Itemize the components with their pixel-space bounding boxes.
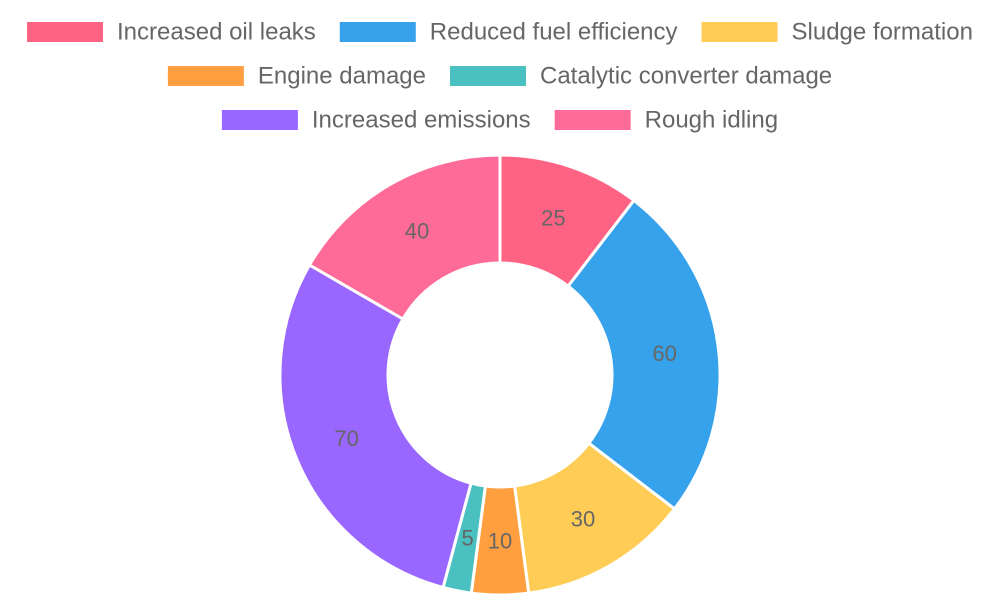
legend-label-reduced-fuel-efficiency: Reduced fuel efficiency (430, 19, 678, 46)
slice-value-label-increased-emissions: 70 (334, 426, 358, 451)
legend-label-sludge-formation: Sludge formation (792, 19, 973, 46)
legend-item-engine-damage[interactable]: Engine damage (167, 63, 426, 90)
legend-label-engine-damage: Engine damage (258, 63, 426, 90)
slice-value-labels: 25 60 30 10 5 70 40 (334, 205, 676, 553)
legend-label-increased-emissions: Increased emissions (312, 107, 531, 134)
legend-swatch-increased-oil-leaks (27, 22, 104, 42)
slice-value-label-sludge-formation: 30 (571, 506, 595, 531)
legend-label-increased-oil-leaks: Increased oil leaks (117, 19, 316, 46)
legend-swatch-rough-idling (554, 110, 631, 130)
slice-value-label-engine-damage: 10 (488, 529, 512, 554)
slice-value-label-rough-idling: 40 (405, 219, 429, 244)
slice-value-label-reduced-fuel-efficiency: 60 (652, 341, 676, 366)
legend-item-sludge-formation[interactable]: Sludge formation (701, 19, 973, 46)
legend-swatch-catalytic-converter-damage (450, 66, 526, 86)
slice-reduced-fuel-efficiency[interactable] (566, 198, 722, 512)
legend-item-catalytic-converter-damage[interactable]: Catalytic converter damage (450, 63, 832, 90)
legend-swatch-engine-damage (167, 66, 244, 86)
slice-rough-idling[interactable] (307, 153, 502, 322)
legend: Increased oil leaks Reduced fuel efficien… (27, 19, 973, 134)
legend-label-rough-idling: Rough idling (645, 107, 778, 134)
legend-swatch-increased-emissions (221, 110, 298, 130)
legend-item-rough-idling[interactable]: Rough idling (554, 107, 778, 134)
slice-value-label-catalytic-converter-damage: 5 (461, 525, 473, 550)
doughnut-slices (278, 153, 722, 597)
legend-label-catalytic-converter-damage: Catalytic converter damage (540, 63, 832, 90)
legend-item-increased-emissions[interactable]: Increased emissions (221, 107, 531, 134)
legend-swatch-sludge-formation (701, 22, 778, 42)
slice-increased-emissions[interactable] (278, 262, 473, 590)
legend-item-reduced-fuel-efficiency[interactable]: Reduced fuel efficiency (339, 19, 678, 46)
legend-swatch-reduced-fuel-efficiency (339, 22, 416, 42)
slice-value-label-increased-oil-leaks: 25 (541, 205, 565, 230)
legend-item-increased-oil-leaks[interactable]: Increased oil leaks (27, 19, 316, 46)
